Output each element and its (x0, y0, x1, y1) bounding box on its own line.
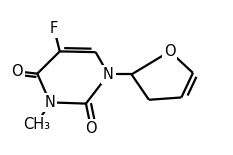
Text: CH₃: CH₃ (23, 117, 50, 132)
Text: O: O (164, 44, 176, 59)
Text: O: O (12, 64, 23, 79)
Text: N: N (45, 95, 55, 110)
Text: O: O (85, 121, 97, 136)
Text: F: F (50, 21, 58, 36)
Text: N: N (103, 67, 114, 82)
